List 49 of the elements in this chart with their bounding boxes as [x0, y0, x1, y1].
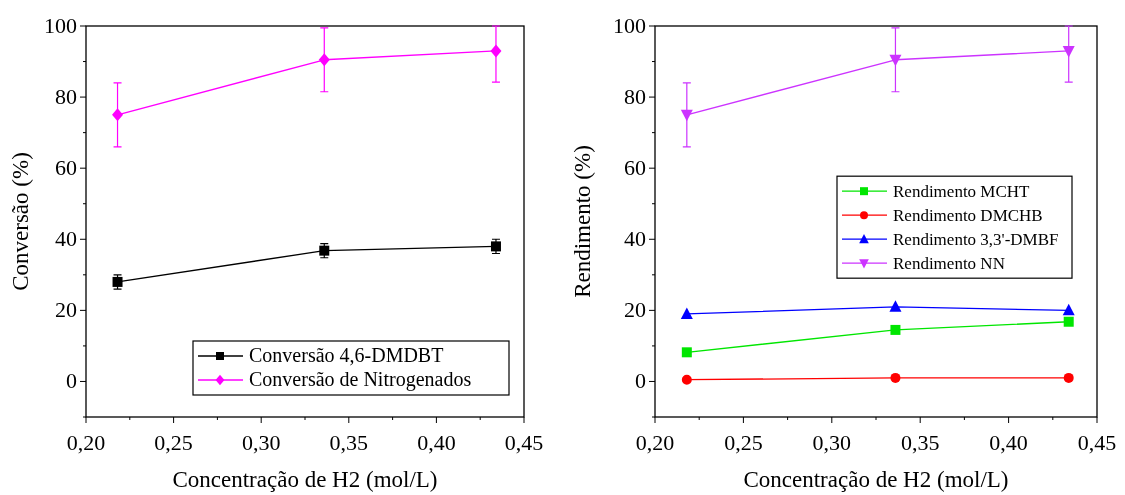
x-tick-label: 0,35: [329, 430, 369, 455]
x-tick-label: 0,45: [1077, 430, 1117, 455]
point: [889, 54, 902, 67]
y-tick-label: 40: [624, 226, 646, 252]
point: [680, 109, 693, 122]
y-tick-label: 0: [635, 368, 646, 394]
x-axis-title: Concentração de H2 (mol/L): [743, 467, 1009, 492]
y-tick-label: 60: [624, 155, 646, 181]
x-tick-label: 0,20: [635, 430, 675, 455]
legend-label: Conversão 4,6-DMDBT: [249, 344, 444, 366]
point: [1063, 316, 1074, 327]
y-axis-title: Conversão (%): [8, 152, 33, 291]
legend-label: Rendimento NN: [893, 254, 1005, 274]
point: [681, 374, 692, 385]
point: [490, 44, 502, 58]
y-tick-label: 60: [55, 155, 77, 181]
y-tick-label: 20: [55, 297, 77, 323]
x-tick-label: 0,40: [989, 430, 1028, 455]
x-tick-label: 0,20: [66, 430, 106, 455]
point: [890, 372, 901, 383]
y-tick-label: 0: [66, 368, 77, 394]
y-tick-label: 40: [55, 226, 77, 252]
y-tick-label: 100: [44, 13, 77, 38]
legend-label: Rendimento DMCHB: [893, 206, 1043, 226]
point: [1062, 45, 1075, 58]
x-tick-label: 0,30: [241, 430, 281, 455]
y-tick-label: 20: [624, 297, 646, 323]
x-tick-label: 0,25: [154, 430, 193, 455]
point: [1062, 303, 1075, 316]
x-tick-label: 0,45: [504, 430, 544, 455]
y-tick-label: 100: [613, 13, 646, 38]
legend-label: Rendimento 3,3'-DMBF: [893, 230, 1059, 250]
point: [889, 300, 902, 312]
point: [1063, 372, 1074, 383]
point: [112, 108, 124, 122]
x-tick-label: 0,25: [724, 430, 763, 455]
legend-label: Conversão de Nitrogenados: [249, 368, 472, 391]
x-axis-title: Concentração de H2 (mol/L): [172, 467, 438, 492]
y-tick-label: 80: [55, 84, 77, 110]
x-tick-label: 0,35: [900, 430, 940, 455]
legend-label: Rendimento MCHT: [893, 182, 1031, 202]
x-tick-label: 0,40: [417, 430, 456, 455]
y-axis-title: Rendimento (%): [570, 145, 595, 298]
y-tick-label: 80: [624, 84, 646, 110]
point: [681, 347, 692, 358]
point: [890, 324, 901, 335]
point: [680, 307, 693, 319]
x-tick-label: 0,30: [812, 430, 852, 455]
point: [318, 53, 330, 67]
